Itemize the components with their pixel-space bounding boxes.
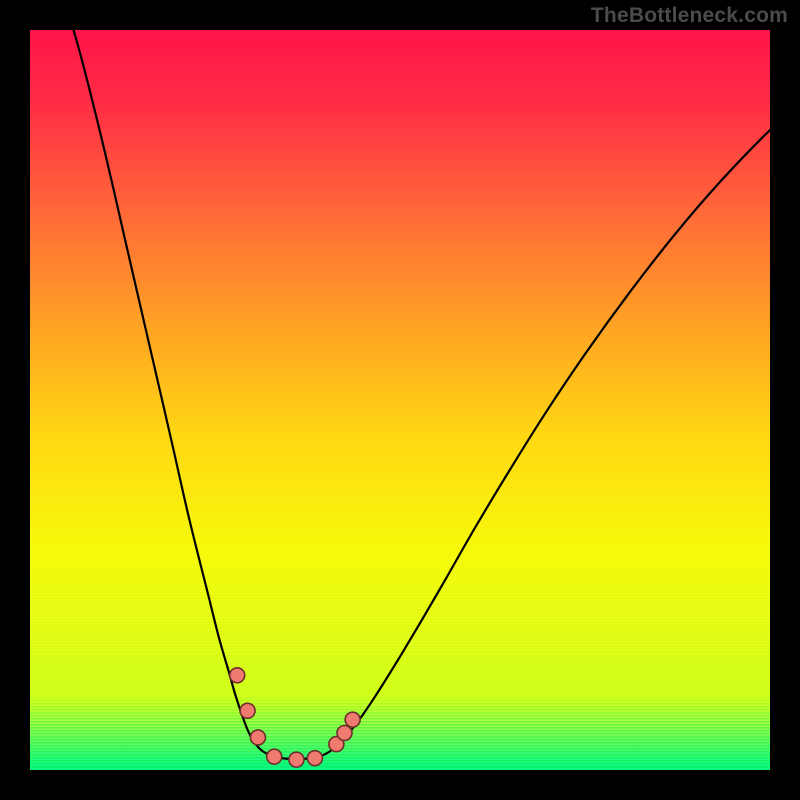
- marker-point: [345, 712, 360, 727]
- plot-area: [30, 30, 770, 770]
- marker-point: [307, 751, 322, 766]
- bottleneck-curve: [67, 30, 770, 759]
- curve-markers: [230, 668, 360, 767]
- curve-layer: [30, 30, 770, 770]
- marker-point: [250, 730, 265, 745]
- marker-point: [230, 668, 245, 683]
- chart-container: { "meta": { "watermark_text": "TheBottle…: [0, 0, 800, 800]
- watermark-text: TheBottleneck.com: [591, 4, 788, 28]
- marker-point: [267, 749, 282, 764]
- marker-point: [289, 752, 304, 767]
- marker-point: [337, 726, 352, 741]
- marker-point: [240, 703, 255, 718]
